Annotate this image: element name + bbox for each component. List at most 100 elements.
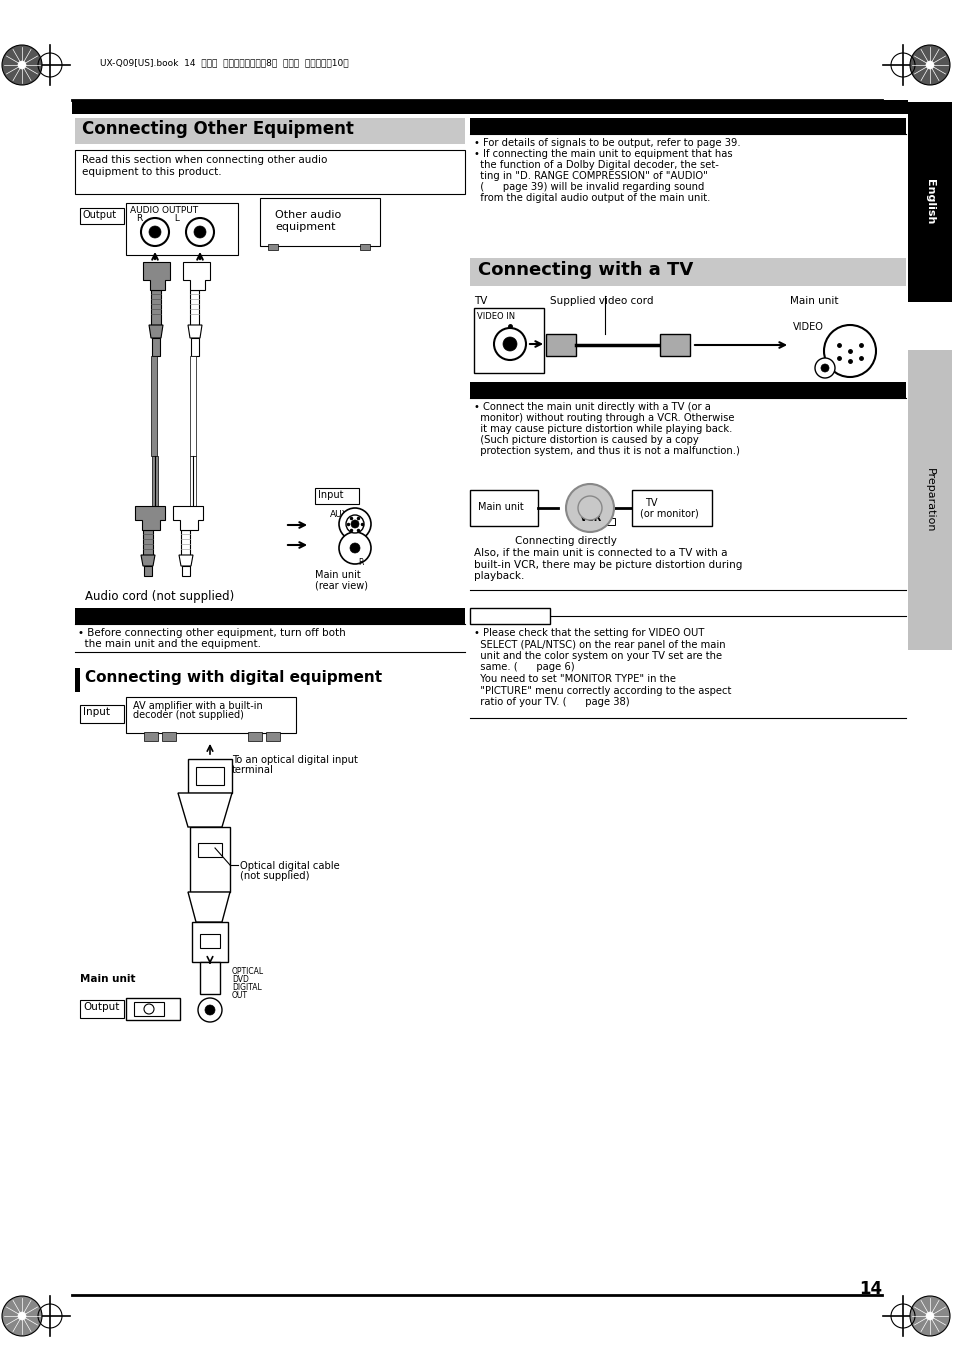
Text: AUX: AUX (330, 509, 349, 519)
Text: Connecting Other Equipment: Connecting Other Equipment (82, 120, 354, 138)
Text: • For details of signals to be output, refer to page 39.: • For details of signals to be output, r… (474, 138, 740, 149)
Text: Input: Input (317, 490, 343, 500)
Text: OPTICAL: OPTICAL (232, 967, 264, 975)
Bar (152, 338, 160, 357)
Bar (195, 767, 224, 785)
Text: Output: Output (83, 1002, 119, 1012)
Text: Connecting directly: Connecting directly (515, 536, 617, 546)
Text: Preparation: Preparation (924, 467, 934, 532)
Text: Connecting with digital equipment: Connecting with digital equipment (85, 670, 382, 685)
Text: DVD: DVD (232, 975, 249, 984)
Circle shape (494, 328, 525, 359)
Circle shape (205, 1005, 214, 1015)
Text: VIDEO: VIDEO (792, 322, 823, 332)
Bar (266, 732, 280, 740)
Text: Main unit: Main unit (789, 296, 838, 305)
Text: • Please check that the setting for VIDEO OUT: • Please check that the setting for VIDE… (474, 628, 703, 638)
Text: You need to set "MONITOR TYPE" in the: You need to set "MONITOR TYPE" in the (474, 674, 676, 684)
Bar (314, 488, 358, 504)
Text: built-in VCR, there may be picture distortion during: built-in VCR, there may be picture disto… (474, 559, 741, 570)
Circle shape (909, 45, 949, 85)
Text: (rear view): (rear view) (314, 580, 368, 590)
Bar (151, 290, 161, 326)
Circle shape (823, 326, 875, 377)
Circle shape (350, 543, 359, 553)
Bar (190, 357, 195, 457)
Text: AV amplifier with a built-in: AV amplifier with a built-in (132, 701, 262, 711)
Circle shape (346, 515, 364, 534)
Bar (470, 258, 905, 286)
Circle shape (18, 61, 26, 69)
Text: CAUTION: CAUTION (474, 384, 522, 394)
Circle shape (2, 45, 42, 85)
Bar (80, 1000, 124, 1019)
Bar (75, 667, 80, 692)
Bar (143, 530, 152, 555)
Text: • If connecting the main unit to equipment that has: • If connecting the main unit to equipme… (474, 149, 732, 159)
Bar (80, 705, 124, 723)
Text: equipment: equipment (274, 222, 335, 232)
Bar (133, 1002, 164, 1016)
Bar (268, 245, 277, 250)
Bar (162, 732, 175, 740)
Circle shape (502, 336, 517, 351)
Bar (190, 827, 230, 892)
Bar (126, 203, 237, 255)
Text: same. (      page 6): same. ( page 6) (474, 662, 574, 673)
Circle shape (144, 1004, 153, 1015)
Circle shape (193, 226, 206, 238)
Bar (151, 357, 157, 457)
Polygon shape (135, 507, 165, 530)
Bar (474, 308, 543, 373)
Text: monitor) without routing through a VCR. Otherwise: monitor) without routing through a VCR. … (474, 413, 734, 423)
Text: from the digital audio output of the main unit.: from the digital audio output of the mai… (474, 193, 710, 203)
Text: TV: TV (474, 296, 487, 305)
Text: playback.: playback. (474, 571, 524, 581)
Bar (190, 457, 195, 507)
Bar (190, 290, 199, 326)
Circle shape (821, 363, 828, 372)
Text: it may cause picture distortion while playing back.: it may cause picture distortion while pl… (474, 424, 732, 434)
Bar (80, 208, 124, 224)
Circle shape (338, 508, 371, 540)
Bar (200, 962, 220, 994)
Text: DIGITAL: DIGITAL (232, 984, 261, 992)
Text: • Connect the main unit directly with a TV (or a: • Connect the main unit directly with a … (474, 403, 710, 412)
Bar (470, 118, 905, 134)
Polygon shape (141, 555, 154, 566)
Circle shape (578, 496, 601, 520)
Bar (144, 566, 152, 576)
Bar (126, 697, 295, 734)
Circle shape (909, 1296, 949, 1336)
Circle shape (338, 532, 371, 563)
Bar (181, 530, 190, 555)
Text: "PICTURE" menu correctly according to the aspect: "PICTURE" menu correctly according to th… (474, 685, 731, 696)
Text: • Before connecting other equipment, turn off both: • Before connecting other equipment, tur… (78, 628, 345, 638)
Circle shape (198, 998, 222, 1021)
Text: Main unit: Main unit (477, 503, 523, 512)
Bar (182, 566, 190, 576)
Bar (359, 245, 370, 250)
Circle shape (565, 484, 614, 532)
Bar (75, 150, 464, 195)
Polygon shape (179, 555, 193, 566)
Bar (75, 608, 464, 624)
Text: SELECT (PAL/NTSC) on the rear panel of the main: SELECT (PAL/NTSC) on the rear panel of t… (474, 639, 725, 650)
Text: VCR: VCR (579, 513, 601, 523)
Text: VIDEO IN: VIDEO IN (476, 312, 515, 322)
Text: Supplied video cord: Supplied video cord (550, 296, 653, 305)
Bar (188, 759, 232, 793)
Circle shape (925, 1312, 933, 1320)
Circle shape (186, 218, 213, 246)
Bar (545, 334, 576, 357)
Circle shape (18, 1312, 26, 1320)
Polygon shape (143, 262, 170, 290)
Text: NOTE: NOTE (474, 611, 505, 620)
Text: Also, if the main unit is connected to a TV with a: Also, if the main unit is connected to a… (474, 549, 727, 558)
Bar (907, 101, 951, 303)
Polygon shape (178, 793, 232, 827)
Bar (470, 490, 537, 526)
Text: TV: TV (644, 499, 657, 508)
Text: (or monitor): (or monitor) (639, 508, 698, 517)
Text: Main unit: Main unit (80, 974, 135, 984)
